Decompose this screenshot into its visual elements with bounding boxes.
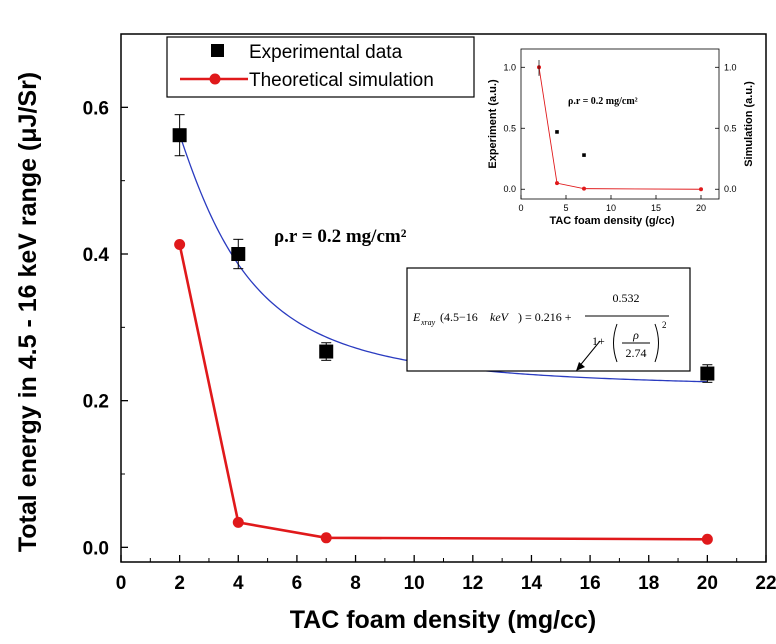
inset-y-tick-label-left: 1.0 (503, 62, 516, 72)
legend: Experimental data Theoretical simulation (166, 36, 475, 98)
x-tick-label: 22 (755, 573, 776, 594)
x-tick-label: 20 (697, 573, 718, 594)
experimental-point (319, 344, 334, 359)
x-tick-label: 16 (580, 573, 601, 594)
simulation-line (178, 244, 708, 541)
x-tick-label: 8 (350, 573, 361, 594)
equation-lhs-symbol: E (412, 310, 421, 324)
equation-power: 2 (662, 320, 667, 330)
simulation-series (174, 238, 713, 545)
x-tick-label: 6 (292, 573, 303, 594)
equation-lhs-subscript: xray (420, 318, 436, 327)
simulation-point (174, 238, 186, 250)
inset-simulation-point (555, 181, 559, 186)
y-tick-label: 0.6 (83, 98, 109, 119)
inset-y-tick-label-left: 0.0 (503, 184, 516, 194)
inset-x-tick-label: 20 (696, 203, 706, 213)
inset-x-tick-label: 15 (651, 203, 661, 213)
simulation-point (701, 533, 713, 545)
equation-arrow (577, 340, 601, 369)
x-axis-label: TAC foam density (mg/cc) (290, 606, 597, 634)
inset-y-tick-label-right: 0.0 (724, 184, 737, 194)
y-axis-label: Total energy in 4.5 - 16 keV range (μJ/S… (14, 72, 42, 552)
equation-box (406, 267, 691, 372)
main-annotation: ρ.r = 0.2 mg/cm² (274, 226, 407, 247)
legend-label-experimental: Experimental data (249, 42, 403, 63)
equation-left-paren (613, 323, 618, 363)
inset-simulation-line (538, 67, 702, 190)
simulation-point (320, 532, 332, 544)
equation-right-paren (654, 323, 659, 363)
simulation-point (232, 516, 244, 528)
inset-experiment-point (582, 153, 586, 157)
x-tick-label: 4 (233, 573, 244, 594)
inset-background (478, 36, 762, 241)
x-tick-label: 0 (116, 573, 127, 594)
inset-x-tick-label: 0 (518, 203, 523, 213)
main-axis-ticks (120, 106, 767, 562)
inset-x-axis-label: TAC foam density (g/cc) (549, 215, 674, 227)
experimental-series (172, 114, 715, 383)
y-tick-label: 0.0 (83, 538, 109, 559)
inset-chart: 0 5 10 15 20 0.0 0.0 0.5 0.5 1.0 1.0 TAC foam dens… (478, 36, 762, 241)
equation-unit: keV (490, 310, 510, 324)
inset-x-tick-label: 10 (606, 203, 616, 213)
inset-axis-ticks (520, 66, 719, 199)
y-tick-label: 0.2 (83, 392, 109, 413)
legend-marker-experimental (211, 44, 224, 57)
main-tick-labels: 0 2 4 6 8 10 12 14 16 18 20 220.00.20.40.6 (83, 98, 776, 594)
inset-experiment-point (555, 130, 559, 134)
equation-range: (4.5−16 (440, 310, 478, 324)
inset-y-tick-label-left: 0.5 (503, 123, 516, 133)
x-tick-label: 14 (521, 573, 543, 594)
equation-numerator: 0.532 (613, 291, 640, 305)
inset-series (537, 59, 703, 192)
inset-tick-labels: 0 5 10 15 20 0.0 0.0 0.5 0.5 1.0 1.0 (503, 62, 736, 213)
experimental-point (700, 366, 715, 381)
legend-marker-simulation (209, 73, 221, 85)
legend-label-simulation: Theoretical simulation (249, 70, 434, 91)
equation-arrowhead (576, 362, 585, 371)
experimental-point (231, 247, 246, 261)
experimental-point (172, 128, 187, 143)
inset-y-tick-label-right: 0.5 (724, 123, 737, 133)
x-tick-label: 18 (638, 573, 659, 594)
equation-rhs: ) = 0.216 + (518, 310, 572, 324)
y-tick-label: 0.4 (83, 245, 110, 266)
equation-rho-scale: 2.74 (626, 346, 647, 360)
inset-simulation-point (582, 186, 586, 191)
x-tick-label: 2 (174, 573, 185, 594)
inset-annotation: ρ.r = 0.2 mg/cm² (568, 96, 638, 107)
inset-x-tick-label: 5 (563, 203, 568, 213)
inset-simulation-point (699, 187, 703, 192)
equation-rho: ρ (632, 328, 639, 342)
inset-plot-frame (520, 48, 720, 200)
inset-y-axis-label-left: Experiment (a.u.) (487, 79, 499, 169)
inset-y-axis-label-right: Simulation (a.u.) (743, 81, 755, 167)
x-tick-label: 12 (462, 573, 483, 594)
inset-y-tick-label-right: 1.0 (724, 62, 737, 72)
fit-equation: E xray (4.5−16 keV ) = 0.216 + 0.532 1+ … (406, 267, 691, 372)
equation-denominator-one: 1+ (592, 334, 605, 348)
x-tick-label: 10 (404, 573, 425, 594)
